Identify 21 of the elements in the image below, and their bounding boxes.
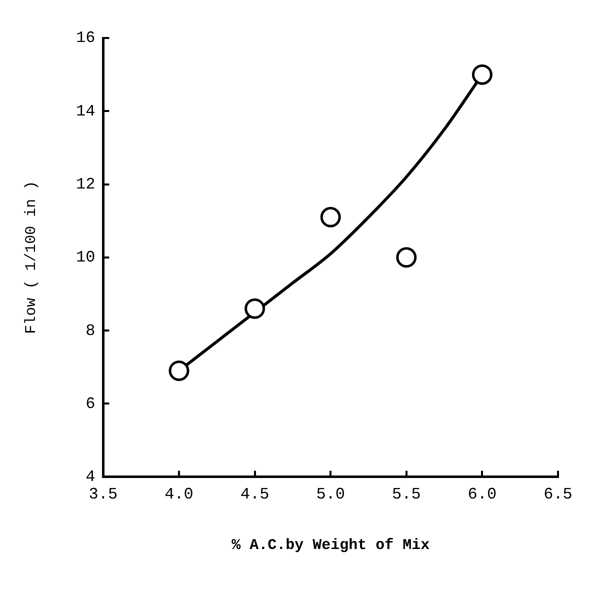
point	[320, 206, 341, 228]
x-tick-label: 4.0	[164, 486, 194, 504]
y-tick-label: 16	[76, 29, 96, 48]
x-tick-label: 5.5	[392, 486, 421, 504]
point	[244, 298, 266, 319]
x-axis-title: % A.C.by Weight of Mix	[232, 536, 430, 554]
y-tick-label: 6	[86, 394, 96, 413]
point	[168, 360, 190, 382]
x-tick-label: 6.0	[468, 486, 497, 504]
point	[472, 64, 492, 85]
y-tick-label: 14	[76, 102, 96, 120]
x-tick-label: 6.5	[544, 486, 572, 504]
x-tick-label: 3.5	[88, 486, 118, 504]
y-tick-label: 12	[76, 176, 96, 194]
y-axis-title: Flow ( 1/100 in )	[22, 180, 40, 334]
x-tick-label: 4.5	[240, 486, 270, 504]
y-tick-label: 4	[86, 468, 96, 486]
x-tick-label: 5.0	[316, 486, 346, 504]
point	[396, 247, 417, 268]
y-tick-label: 8	[86, 322, 96, 340]
y-tick-label: 10	[76, 248, 96, 267]
